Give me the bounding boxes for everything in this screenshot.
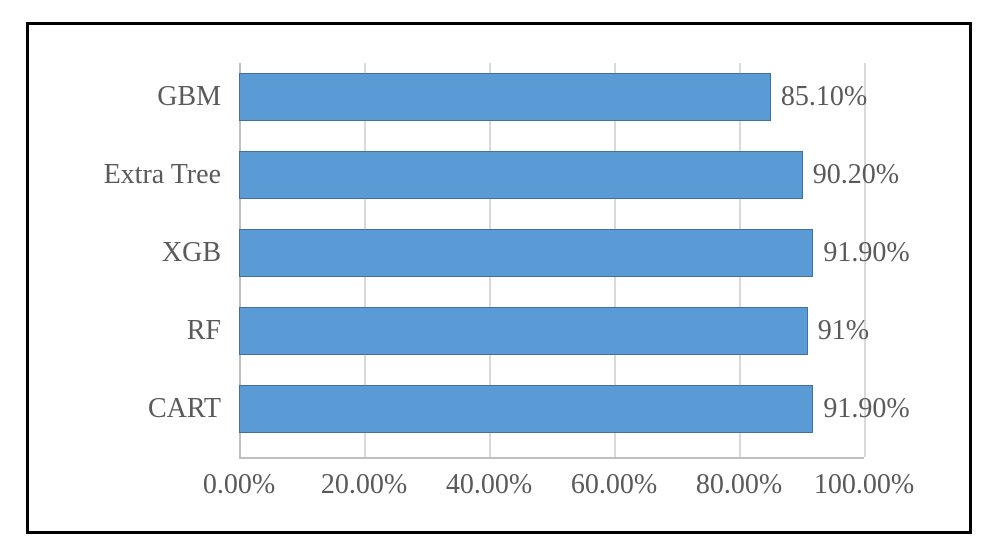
x-axis-tick-label: 40.00% [446,469,532,501]
bar-value-label: 91.90% [823,229,909,277]
bar [239,73,771,121]
category-label: CART [29,385,221,433]
x-axis-tick-label: 0.00% [203,469,275,501]
bar-value-label: 90.20% [813,151,899,199]
bar [239,307,808,355]
bar [239,229,813,277]
bar-value-label: 91.90% [823,385,909,433]
category-label: XGB [29,229,221,277]
x-axis-line [239,457,864,459]
category-label: GBM [29,73,221,121]
bar-value-label: 91% [818,307,869,355]
horizontal-bar-chart: 0.00% 20.00% 40.00% 60.00% 80.00% 100.00% GBM 8… [29,25,969,531]
x-axis-tick-label: 20.00% [321,469,407,501]
chart-container: 0.00% 20.00% 40.00% 60.00% 80.00% 100.00% GBM 8… [0,0,998,556]
category-label: Extra Tree [29,151,221,199]
bar-value-label: 85.10% [781,73,867,121]
x-axis-tick-label: 60.00% [571,469,657,501]
category-label: RF [29,307,221,355]
x-axis-tick-label: 80.00% [696,469,782,501]
bar [239,385,813,433]
bar [239,151,803,199]
x-axis-tick-label: 100.00% [814,469,914,501]
chart-frame: 0.00% 20.00% 40.00% 60.00% 80.00% 100.00% GBM 8… [26,22,972,534]
